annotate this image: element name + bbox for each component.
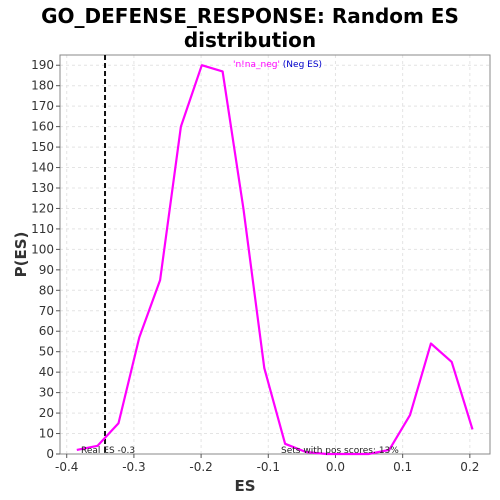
y-tick-label: 140	[31, 161, 54, 175]
x-axis-label: ES	[234, 477, 255, 495]
y-tick-label: 120	[31, 201, 54, 215]
chart-title-line2: distribution	[183, 28, 317, 52]
chart-title-line1: GO_DEFENSE_RESPONSE: Random ES	[41, 4, 459, 28]
x-tick-label: 0.0	[326, 460, 345, 474]
y-tick-label: 110	[31, 222, 54, 236]
real-es-label: Real ES -0.3	[81, 446, 135, 456]
x-tick-label: 0.2	[460, 460, 479, 474]
pos-scores-annotation: Sets with pos scores: 13%	[281, 446, 399, 456]
y-tick-label: 160	[31, 120, 54, 134]
x-tick-label: -0.1	[257, 460, 280, 474]
legend-note: (Neg ES)	[279, 60, 323, 70]
y-tick-label: 70	[39, 304, 54, 318]
y-tick-label: 170	[31, 99, 54, 113]
y-tick-label: 40	[39, 365, 54, 379]
y-tick-label: 130	[31, 181, 54, 195]
y-tick-label: 50	[39, 345, 54, 359]
plot-frame	[59, 54, 491, 455]
y-tick-label: 60	[39, 324, 54, 338]
y-tick-label: 150	[31, 140, 54, 154]
legend-series-label: 'n!na_neg'	[233, 60, 280, 70]
x-tick-label: -0.4	[55, 460, 78, 474]
x-tick-label: 0.1	[393, 460, 412, 474]
x-tick-label: -0.3	[122, 460, 145, 474]
y-tick-label: 20	[39, 406, 54, 420]
y-tick-label: 90	[39, 263, 54, 277]
y-axis-label: P(ES)	[12, 232, 30, 278]
x-tick-label: -0.2	[189, 460, 212, 474]
y-tick-label: 10	[39, 427, 54, 441]
y-tick-label: 30	[39, 386, 54, 400]
series-line	[76, 64, 474, 456]
y-tick-label: 100	[31, 242, 54, 256]
y-tick-label: 80	[39, 283, 54, 297]
y-tick-label: 190	[31, 58, 54, 72]
legend: 'n!na_neg' (Neg ES)	[233, 60, 322, 70]
y-tick-label: 180	[31, 79, 54, 93]
y-tick-label: 0	[46, 447, 54, 461]
